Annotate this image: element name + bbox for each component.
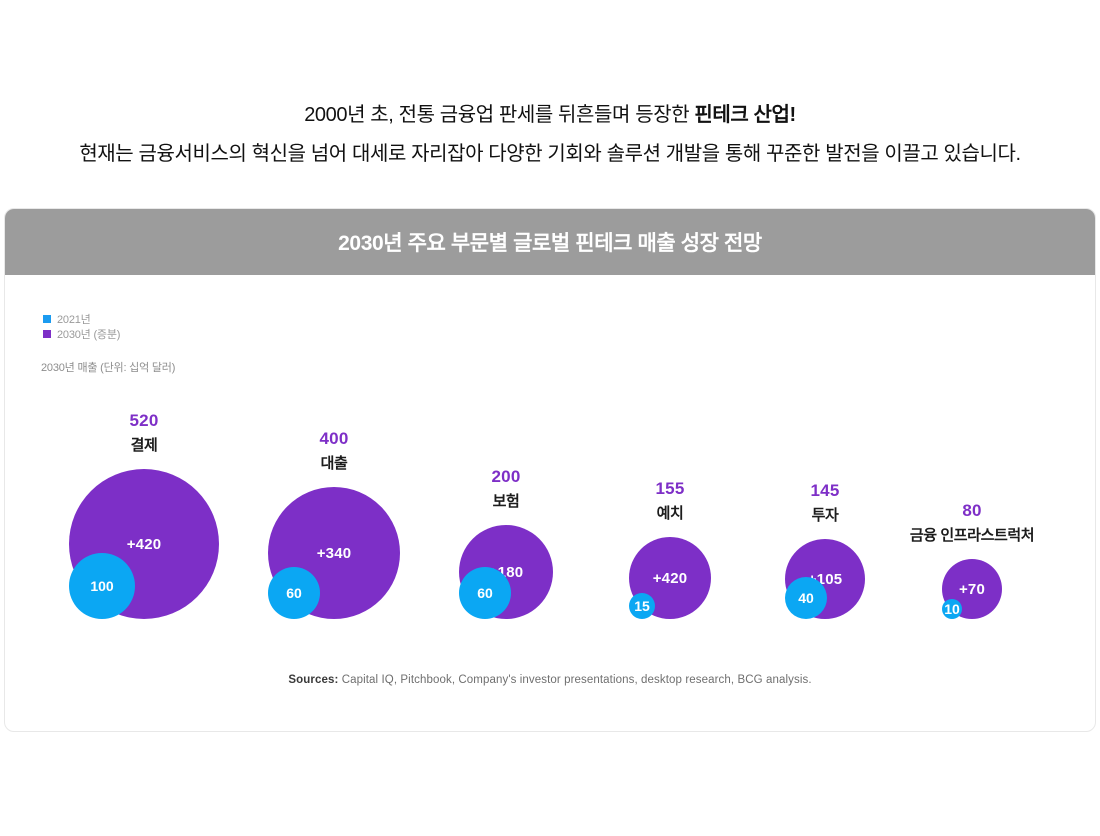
base-value-label: 10 (944, 601, 960, 617)
bubble-caption: 200 보험 (391, 467, 621, 511)
headline-line1: 2000년 초, 전통 금융업 판세를 뒤흔들며 등장한 핀테크 산업! (0, 102, 1100, 128)
category-name: 보험 (492, 493, 520, 510)
total-2030-value: 200 (491, 467, 521, 486)
base-value-label: 60 (286, 585, 302, 601)
headline-line1-bold: 핀테크 산업! (694, 104, 796, 126)
bubble-group-1: +420 100 520 결제 (69, 411, 219, 619)
intro-text: 2000년 초, 전통 금융업 판세를 뒤흔들며 등장한 핀테크 산업! 현재는… (0, 0, 1100, 167)
category-name: 결제 (130, 437, 158, 454)
legend-swatch (43, 329, 51, 338)
bubble-group-6: +70 10 80 금융 인프라스트럭처 (910, 501, 1035, 619)
increment-value-label: +420 (652, 569, 688, 587)
category-name: 대출 (320, 455, 348, 472)
bubble-group-5: +105 40 145 투자 (785, 481, 865, 619)
bubble-2021: 40 (785, 577, 827, 619)
chart-title: 2030년 주요 부문별 글로벌 핀테크 매출 성장 전망 (338, 232, 762, 255)
sources-line: Sources: Capital IQ, Pitchbook, Company'… (5, 674, 1095, 686)
bubble-caption: 400 대출 (219, 429, 449, 473)
total-2030-value: 400 (319, 429, 349, 448)
bubble-group-2: +340 60 400 대출 (268, 429, 400, 619)
legend-item-1: 2021년 (43, 311, 120, 326)
category-name: 예치 (656, 505, 684, 522)
category-name: 금융 인프라스트럭처 (909, 527, 1035, 544)
bubble-caption: 520 결제 (29, 411, 259, 455)
bubble-caption: 80 금융 인프라스트럭처 (857, 501, 1087, 545)
increment-value-label: +420 (126, 535, 162, 553)
legend-item-2: 2030년 (증분) (43, 326, 120, 341)
increment-value-label: +70 (958, 580, 986, 598)
legend-swatch (43, 314, 51, 323)
legend: 2021년 2030년 (증분) (43, 311, 120, 341)
total-2030-value: 80 (962, 501, 982, 520)
headline-line1-prefix: 2000년 초, 전통 금융업 판세를 뒤흔들며 등장한 (304, 104, 695, 126)
chart-body: 2021년 2030년 (증분) 2030년 매출 (단위: 십억 달러) +42… (5, 275, 1095, 731)
category-name: 투자 (811, 507, 839, 524)
bubble-caption: 145 투자 (710, 481, 940, 525)
bubble-caption: 155 예치 (555, 479, 785, 523)
chart-header-bar: 2030년 주요 부문별 글로벌 핀테크 매출 성장 전망 (5, 209, 1095, 275)
legend-label: 2021년 (57, 313, 91, 326)
headline-line2: 현재는 금융서비스의 혁신을 넘어 대세로 자리잡아 다양한 기회와 솔루션 개… (79, 143, 1021, 165)
bubble-2021: 60 (268, 567, 320, 619)
total-2030-value: 145 (810, 481, 840, 500)
total-2030-value: 520 (129, 411, 159, 430)
legend-label: 2030년 (증분) (57, 328, 121, 341)
bubble-2021: 60 (459, 567, 511, 619)
base-value-label: 60 (477, 585, 493, 601)
sources-text: Capital IQ, Pitchbook, Company's investo… (341, 674, 812, 686)
base-value-label: 100 (90, 578, 114, 594)
bubble-2021: 10 (942, 599, 962, 619)
chart-card: 2030년 주요 부문별 글로벌 핀테크 매출 성장 전망 2021년 2030년… (4, 208, 1096, 732)
base-value-label: 40 (798, 590, 814, 606)
bubble-2021: 15 (629, 593, 655, 619)
increment-value-label: +340 (316, 544, 352, 562)
bubble-group-3: +180 60 200 보험 (459, 467, 553, 619)
total-2030-value: 155 (655, 479, 685, 498)
base-value-label: 15 (634, 598, 650, 614)
sources-label: Sources: (288, 674, 339, 686)
bubble-2021: 100 (69, 553, 135, 619)
bubble-group-4: +420 15 155 예치 (629, 479, 711, 619)
axis-note: 2030년 매출 (단위: 십억 달러) (41, 362, 176, 374)
